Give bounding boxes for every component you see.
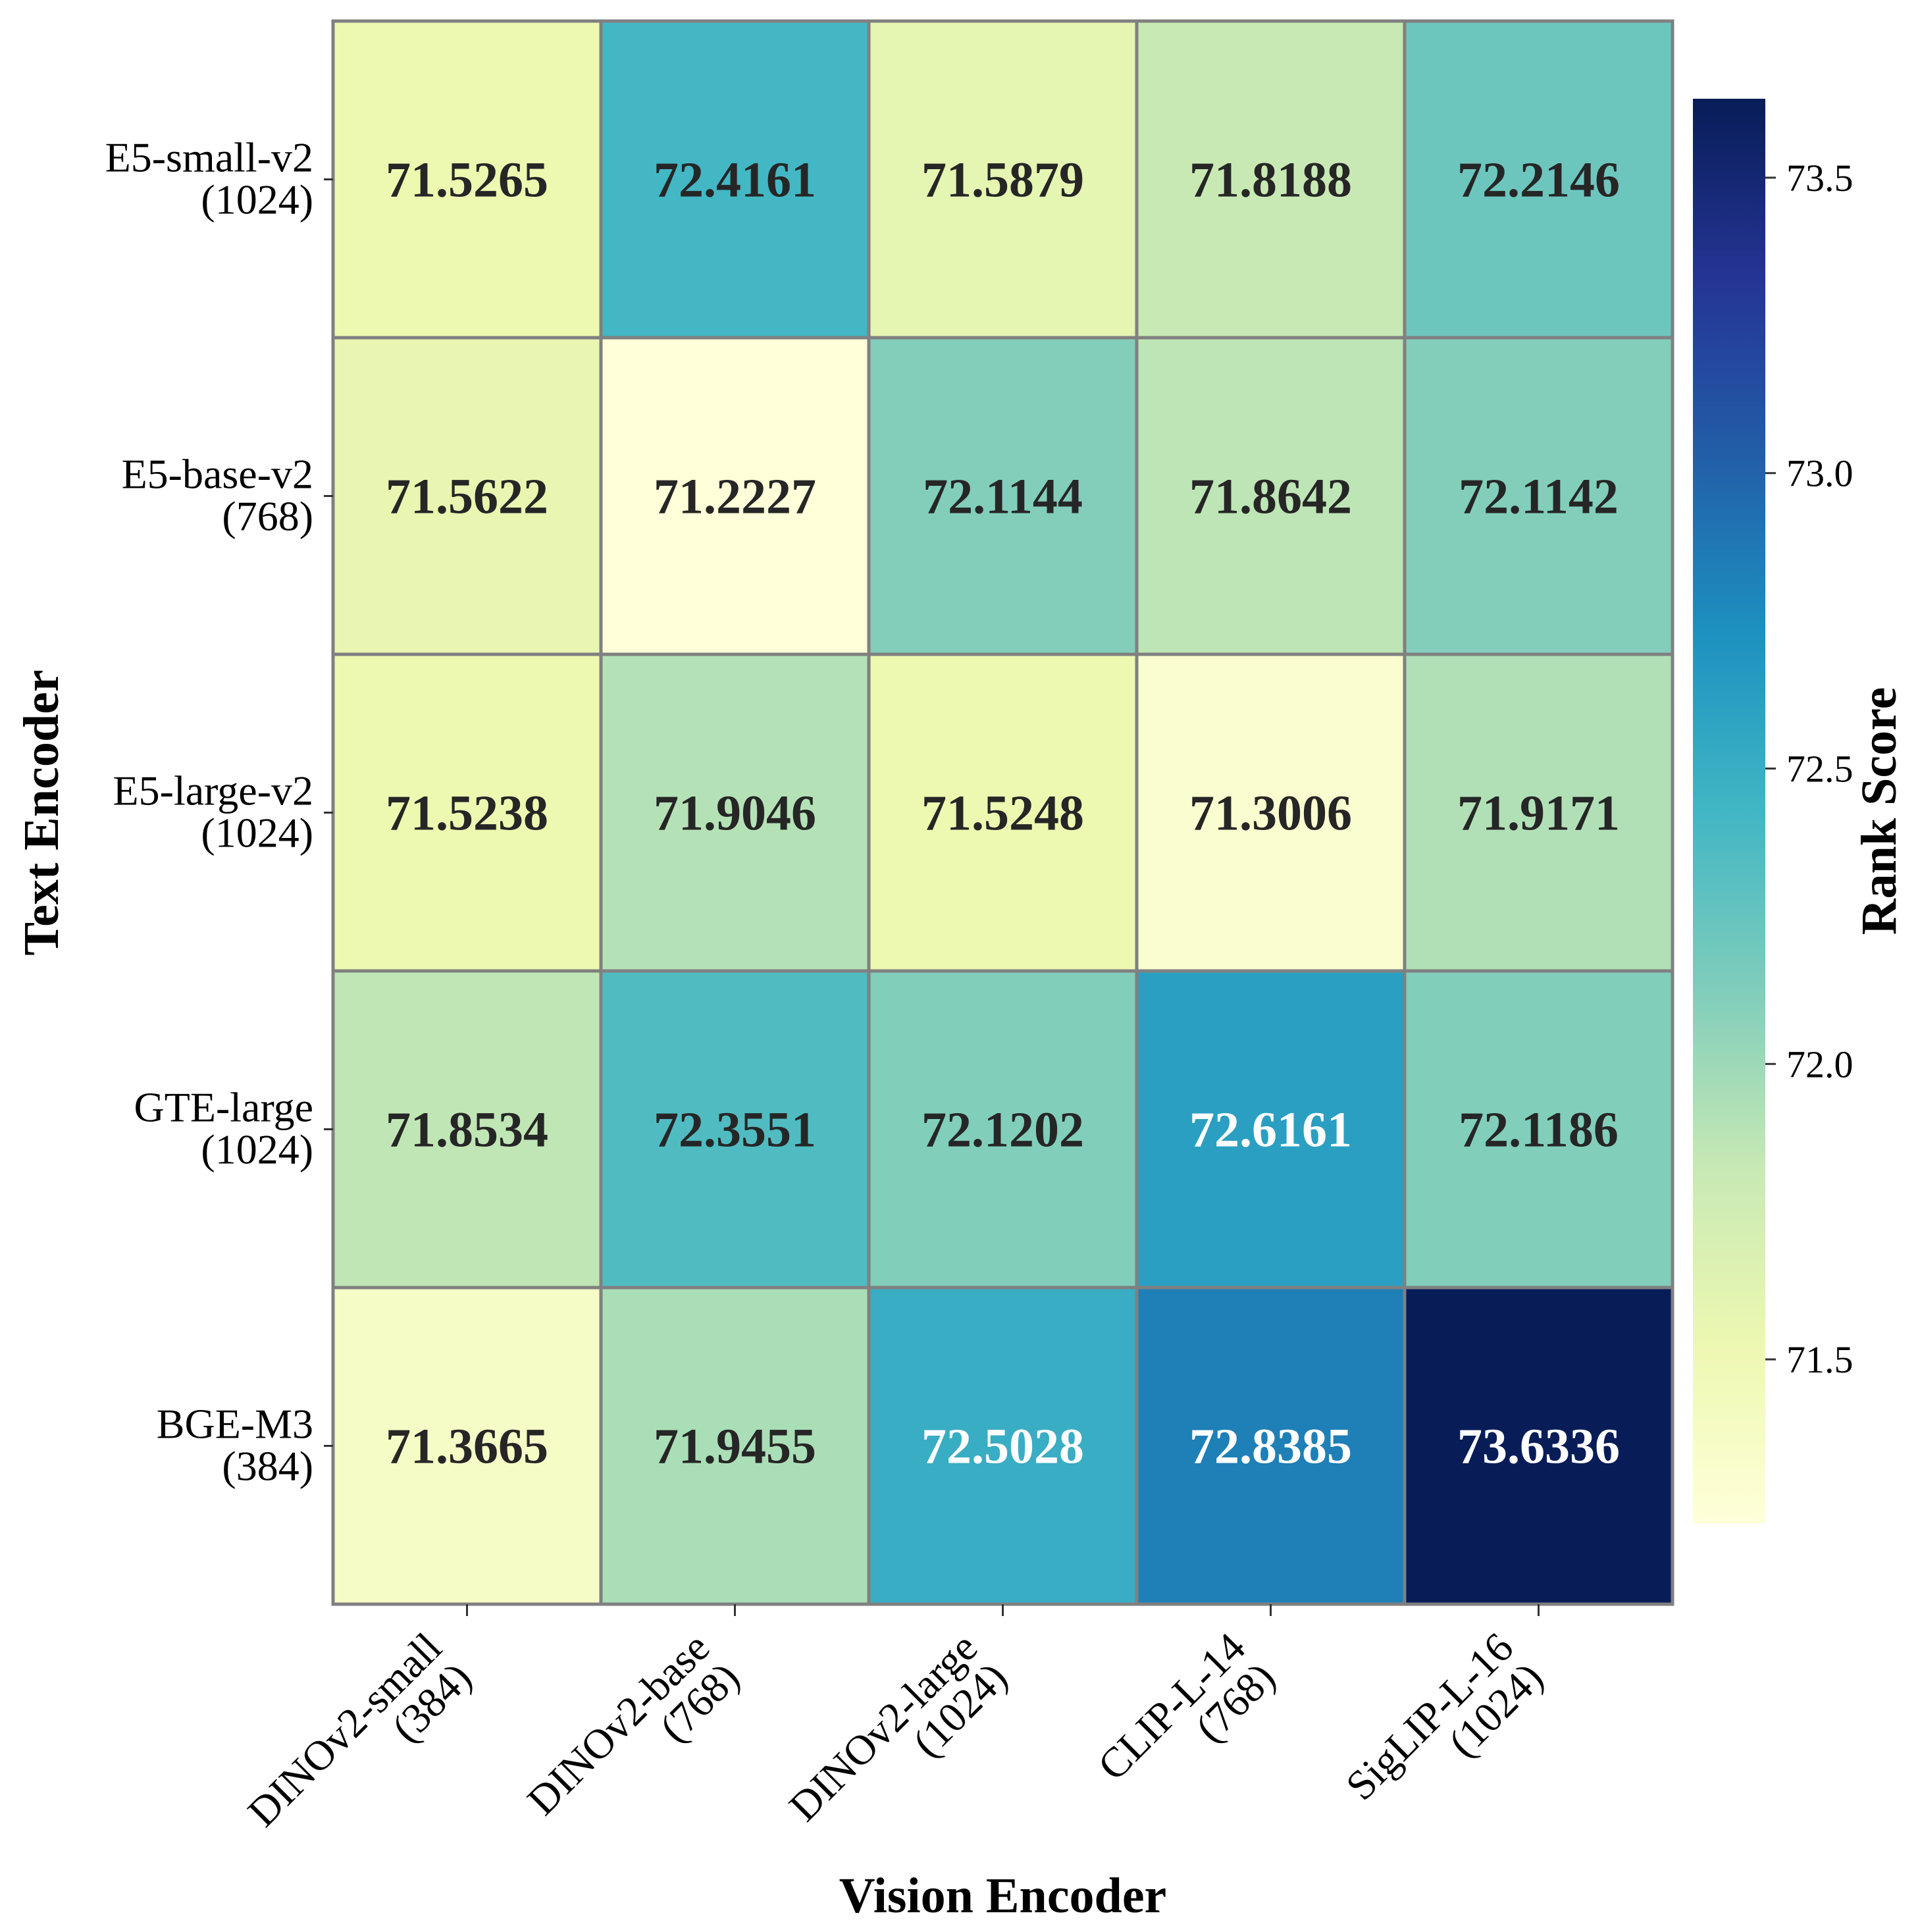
cell-value-label: 71.3665: [386, 1419, 548, 1475]
cell-value-label: 71.9046: [654, 786, 816, 841]
colorbar-tick-label: 72.0: [1786, 1043, 1854, 1085]
cell-value-label: 72.1142: [1459, 469, 1619, 525]
heatmap-cell: [867, 652, 1139, 973]
cell-value-label: 72.3551: [654, 1103, 816, 1158]
colorbar: 71.5 72.0 72.5 73.0 73.5 Rank Score: [1693, 99, 1907, 1523]
y-tick-label: BGE-M3 (384): [157, 1401, 313, 1490]
cell-value-label: 71.5248: [921, 786, 1084, 841]
heatmap-cell: [867, 1286, 1139, 1606]
heatmap-cell: [331, 1286, 603, 1606]
heatmap-cell: [1403, 19, 1674, 340]
cell-value-label: 72.5028: [921, 1419, 1084, 1475]
y-tick-label: E5-large-v2 (1024): [113, 768, 313, 856]
heatmap-cell: [599, 652, 871, 973]
y-tick-label: E5-base-v2 (768): [122, 451, 313, 540]
heatmap-cell: [1403, 336, 1674, 656]
cell-value-label: 71.2227: [654, 469, 816, 525]
heatmap-cell: [331, 19, 603, 340]
heatmap-cell: [867, 336, 1139, 656]
cell-value-label: 71.5238: [386, 786, 548, 841]
heatmap-cell: [1403, 969, 1674, 1290]
cell-value-label: 71.8534: [386, 1103, 548, 1158]
heatmap-cell: [1135, 19, 1407, 340]
cell-value-label: 73.6336: [1457, 1419, 1620, 1475]
y-axis-title: Text Encoder: [14, 669, 69, 955]
colorbar-tick-label: 73.0: [1786, 452, 1854, 495]
cell-value-label: 72.1186: [1459, 1103, 1619, 1158]
x-tick-label: DINOv2-base(768): [518, 1624, 748, 1854]
cell-value-label: 71.8188: [1189, 153, 1352, 208]
heatmap-cell: [1403, 652, 1674, 973]
heatmap-cell: [1403, 1286, 1674, 1606]
x-tick-label: DINOv2-small(384): [239, 1624, 480, 1866]
heatmap-cell: [331, 336, 603, 656]
heatmap-cells: [331, 19, 1674, 1606]
cell-value-label: 72.8385: [1189, 1419, 1352, 1475]
x-tick-label: CLIP-L-14(768): [1089, 1624, 1284, 1819]
cell-value-label: 71.9455: [654, 1419, 816, 1475]
x-tick-label: SigLIP-L-16(1024): [1337, 1624, 1552, 1839]
cell-value-label: 71.5879: [921, 153, 1084, 208]
heatmap-cell: [1135, 969, 1407, 1290]
cell-value-label: 72.1202: [921, 1103, 1084, 1158]
cell-value-label: 72.1144: [923, 469, 1083, 525]
cell-value-label: 71.9171: [1457, 786, 1620, 841]
heatmap-cell-labels: 71.5265 72.4161 71.5879 71.8188 72.2146 71.56…: [386, 153, 1620, 1475]
cell-value-label: 72.6161: [1189, 1103, 1352, 1158]
colorbar-tick-label: 72.5: [1786, 748, 1854, 791]
cell-value-label: 71.5622: [386, 469, 548, 525]
cell-value-label: 71.8642: [1189, 469, 1352, 525]
colorbar-title: Rank Score: [1852, 687, 1907, 935]
colorbar-tick-label: 73.5: [1786, 157, 1854, 199]
heatmap-cell: [599, 1286, 871, 1606]
colorbar-tick-label: 71.5: [1786, 1338, 1854, 1381]
heatmap-cell: [1135, 652, 1407, 973]
cell-value-label: 71.3006: [1189, 786, 1352, 841]
cell-value-label: 72.2146: [1457, 153, 1620, 208]
y-tick-label: GTE-large (1024): [134, 1084, 313, 1173]
cell-value-label: 71.5265: [386, 153, 548, 208]
heatmap-cell: [867, 969, 1139, 1290]
heatmap-cell: [599, 969, 871, 1290]
heatmap-cell: [599, 19, 871, 340]
colorbar-gradient: [1693, 99, 1765, 1523]
cell-value-label: 72.4161: [654, 153, 816, 208]
y-tick-label: E5-small-v2 (1024): [105, 134, 313, 223]
x-axis-title: Vision Encoder: [839, 1868, 1167, 1923]
x-tick-label: DINOv2-large(1024): [780, 1624, 1016, 1860]
